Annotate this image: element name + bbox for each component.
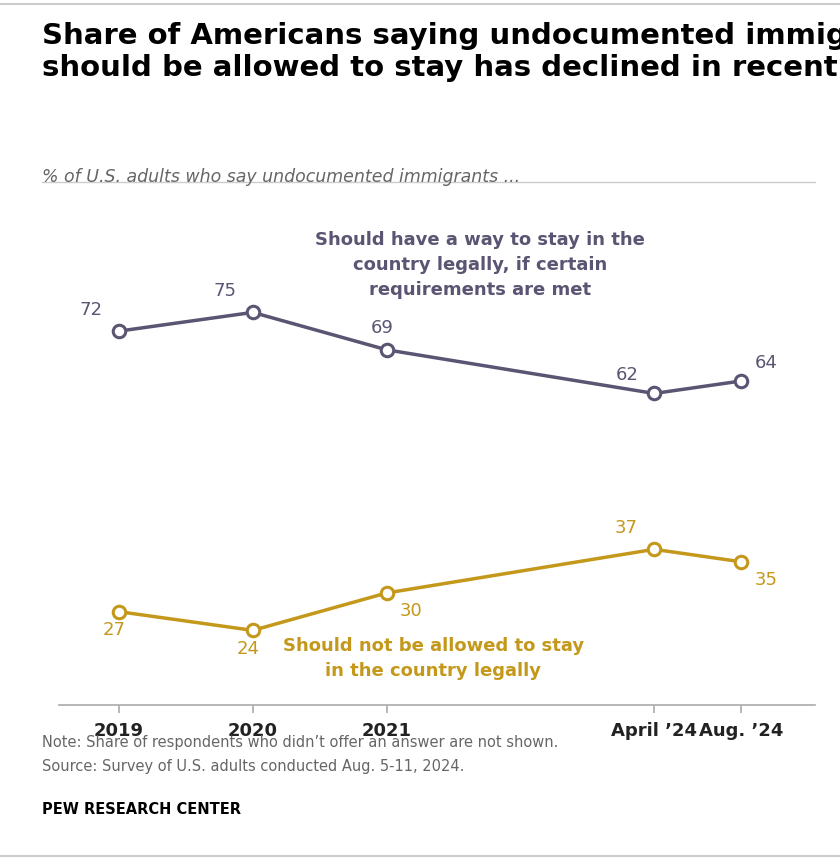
- Text: Note: Share of respondents who didn’t offer an answer are not shown.: Note: Share of respondents who didn’t of…: [42, 735, 559, 750]
- Text: Share of Americans saying undocumented immigrants
should be allowed to stay has : Share of Americans saying undocumented i…: [42, 22, 840, 82]
- Text: 35: 35: [754, 571, 778, 589]
- Text: 64: 64: [754, 353, 778, 372]
- Text: 62: 62: [616, 366, 638, 384]
- Text: Source: Survey of U.S. adults conducted Aug. 5-11, 2024.: Source: Survey of U.S. adults conducted …: [42, 759, 465, 773]
- Text: Should have a way to stay in the
country legally, if certain
requirements are me: Should have a way to stay in the country…: [315, 231, 645, 299]
- Text: % of U.S. adults who say undocumented immigrants ...: % of U.S. adults who say undocumented im…: [42, 168, 520, 186]
- Text: 75: 75: [213, 282, 237, 300]
- Text: Should not be allowed to stay
in the country legally: Should not be allowed to stay in the cou…: [283, 636, 584, 679]
- Text: 69: 69: [370, 319, 393, 337]
- Text: 27: 27: [103, 621, 126, 639]
- Text: 37: 37: [615, 519, 638, 537]
- Text: PEW RESEARCH CENTER: PEW RESEARCH CENTER: [42, 802, 241, 816]
- Text: 30: 30: [400, 602, 423, 620]
- Text: 72: 72: [80, 301, 103, 318]
- Text: 24: 24: [237, 640, 260, 658]
